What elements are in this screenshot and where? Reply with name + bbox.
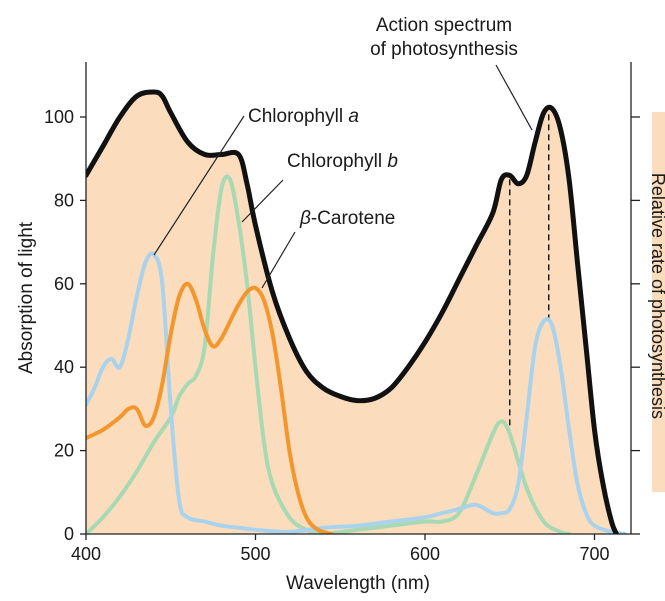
y-axis-title: Absorption of light bbox=[16, 221, 37, 374]
x-tick-label: 600 bbox=[410, 544, 440, 564]
annotation-leader-lines bbox=[153, 64, 533, 289]
y-tick-label: 80 bbox=[54, 190, 74, 210]
y-tick-label: 100 bbox=[44, 107, 74, 127]
x-tick-label: 500 bbox=[240, 544, 270, 564]
label-action-spectrum-line1: Action spectrum bbox=[376, 15, 512, 36]
chlorophyll-b-line bbox=[86, 174, 572, 534]
beta-carotene-line bbox=[86, 281, 334, 534]
x-axis-ticks: 400 500 600 700 bbox=[71, 534, 610, 564]
right-axis-title: Relative rate of photosynthesis bbox=[648, 173, 665, 419]
label-chlorophyll-a: Chlorophyll a bbox=[248, 106, 359, 127]
y-axis-ticks: 0 20 40 60 80 100 bbox=[44, 107, 86, 544]
y-tick-label: 60 bbox=[54, 274, 74, 294]
leader-chlorophyll-a bbox=[153, 115, 245, 256]
y-tick-label: 20 bbox=[54, 441, 74, 461]
right-axis-ticks bbox=[631, 116, 640, 535]
y-tick-label: 40 bbox=[54, 357, 74, 377]
y-tick-label: 0 bbox=[64, 524, 74, 544]
label-action-spectrum-line2: of photosynthesis bbox=[370, 39, 518, 60]
leader-chlorophyll-b bbox=[241, 179, 284, 223]
x-tick-label: 700 bbox=[579, 544, 609, 564]
label-chlorophyll-b: Chlorophyll b bbox=[287, 151, 398, 172]
chlorophyll-a-line bbox=[86, 251, 627, 534]
action-spectrum-line bbox=[86, 89, 619, 534]
leader-action-spectrum bbox=[495, 64, 533, 131]
leader-beta-carotene bbox=[261, 231, 296, 289]
x-axis-title: Wavelength (nm) bbox=[286, 573, 430, 594]
label-beta-carotene: β-Carotene bbox=[299, 208, 395, 229]
right-axis-title-backdrop bbox=[652, 112, 665, 492]
plot-area bbox=[86, 89, 627, 534]
x-tick-label: 400 bbox=[71, 544, 101, 564]
